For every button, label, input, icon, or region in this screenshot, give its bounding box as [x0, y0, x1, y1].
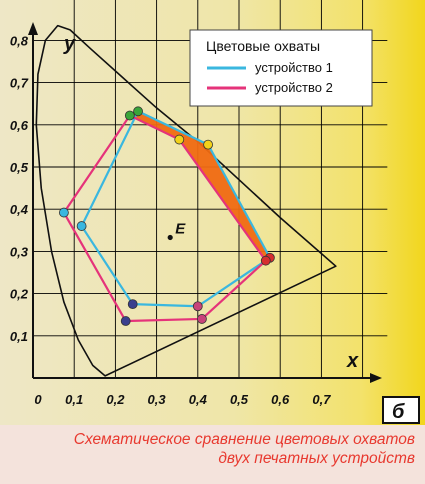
- spectral-locus-layer: [35, 24, 337, 377]
- y-axis-label: y: [63, 33, 76, 55]
- legend: Цветовые охваты устройство 1 устройство …: [189, 29, 373, 107]
- series-device2-point-1: [174, 134, 185, 145]
- y-axis-arrow: [28, 22, 38, 35]
- figure-label-box: [382, 396, 420, 424]
- y-tick-label-0: 0,1: [10, 329, 28, 344]
- caption: Схематическое сравнение цветовых охватов…: [0, 425, 425, 484]
- x-tick-label-2: 0,2: [106, 392, 125, 407]
- series-device2-point-5: [59, 207, 69, 218]
- points-layer: [59, 106, 275, 326]
- y-tick-label-3: 0,4: [10, 202, 29, 217]
- series-device2-point-3: [197, 314, 207, 324]
- series-device2-point-0: [124, 110, 135, 121]
- y-tick-label-6: 0,7: [10, 76, 29, 91]
- x-tick-label-3: 0,3: [148, 392, 167, 407]
- series-device1-point-1: [203, 139, 214, 150]
- series-device1-point-5: [76, 221, 87, 231]
- white-point-label: E: [175, 220, 186, 237]
- x-tick-label-1: 0,1: [65, 392, 83, 407]
- y-tick-label-1: 0,2: [10, 287, 29, 302]
- tick-labels: 0,1 0,2 0,3 0,4 0,5 0,6 0,7 0,8 0 0,1 0,2 0,3 0,4 0,5…: [10, 33, 331, 407]
- caption-line-1: Схематическое сравнение цветовых охватов: [73, 431, 415, 448]
- y-tick-label-2: 0,3: [10, 244, 29, 259]
- x-axis-arrow: [370, 373, 382, 383]
- axes: [28, 22, 382, 383]
- x-tick-label-6: 0,6: [271, 392, 290, 407]
- series-device2-point-2: [260, 255, 271, 266]
- figure-label: б: [392, 401, 405, 423]
- series-device1-point-4: [127, 299, 138, 310]
- legend-title: Цветовые охваты: [206, 38, 320, 54]
- white-point-marker: [167, 234, 173, 241]
- chromaticity-figure: 0,1 0,2 0,3 0,4 0,5 0,6 0,7 0,8 0 0,1 0,2 0,3 0,4 0,5…: [0, 0, 425, 425]
- series-device1-point-0: [133, 106, 143, 117]
- caption-line-2: двух печатных устройств: [218, 450, 415, 467]
- legend-entry-device1: устройство 1: [255, 60, 333, 75]
- y-tick-label-4: 0,5: [10, 160, 29, 175]
- spectral-locus: [35, 24, 337, 377]
- series-device2-point-4: [120, 316, 131, 326]
- x-axis-label: x: [346, 350, 359, 372]
- y-tick-label-7: 0,8: [10, 33, 29, 48]
- legend-entry-device2: устройство 2: [255, 80, 333, 95]
- x-tick-label-5: 0,5: [230, 392, 249, 407]
- x-tick-label-4: 0,4: [189, 392, 208, 407]
- x-tick-label-0: 0: [34, 392, 42, 407]
- series-device1-point-3: [192, 301, 203, 312]
- white-point: E: [167, 220, 186, 241]
- y-tick-label-5: 0,6: [10, 118, 29, 133]
- x-tick-label-7: 0,7: [312, 392, 331, 407]
